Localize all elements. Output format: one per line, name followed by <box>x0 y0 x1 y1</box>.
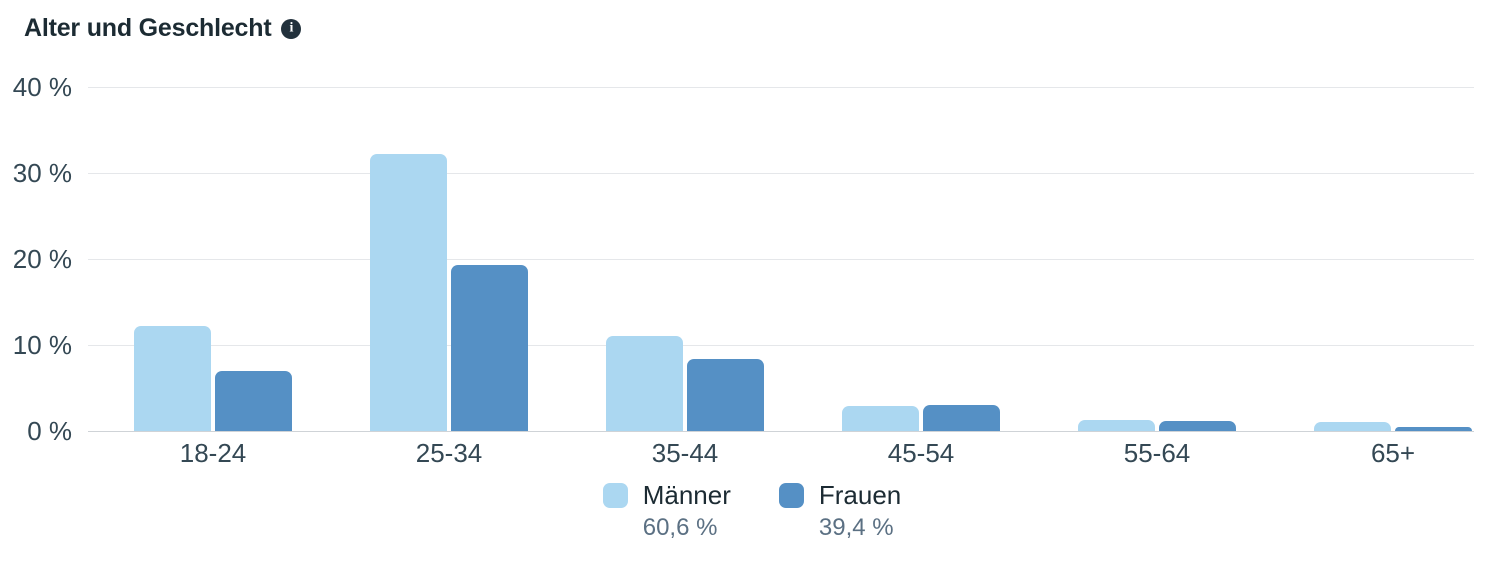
bar-frauen-18-24[interactable] <box>215 371 292 431</box>
legend-label: Männer <box>642 480 731 510</box>
x-tick-18-24: 18-24 <box>179 438 247 468</box>
bar-männer-55-64[interactable] <box>1078 420 1155 431</box>
bar-frauen-35-44[interactable] <box>687 359 764 431</box>
bar-group-18-24 <box>134 0 292 431</box>
bar-group-35-44 <box>606 0 764 431</box>
bar-group-55-64 <box>1078 0 1236 431</box>
legend: Männer 60,6 % Frauen 39,4 % <box>0 482 1504 540</box>
y-tick-0%: 0 % <box>27 416 72 446</box>
x-tick-25-34: 25-34 <box>415 438 483 468</box>
x-tick-45-54: 45-54 <box>887 438 955 468</box>
gridline-30% <box>88 173 1474 174</box>
chart-header: Alter und Geschlecht i <box>24 14 302 43</box>
x-tick-55-64: 55-64 <box>1123 438 1191 468</box>
bar-männer-25-34[interactable] <box>370 154 447 431</box>
legend-swatch-männer <box>602 483 628 508</box>
gridline-10% <box>88 345 1474 346</box>
legend-item-männer: Männer 60,6 % <box>602 480 731 541</box>
y-tick-30%: 30 % <box>12 158 72 188</box>
y-tick-20%: 20 % <box>12 244 72 274</box>
x-tick-35-44: 35-44 <box>651 438 719 468</box>
bar-frauen-45-54[interactable] <box>923 405 1000 431</box>
bar-group-25-34 <box>370 0 528 431</box>
bar-frauen-55-64[interactable] <box>1159 421 1236 431</box>
x-tick-65+: 65+ <box>1370 438 1416 468</box>
x-axis-line <box>88 431 1474 432</box>
legend-percentage: 39,4 % <box>818 514 894 541</box>
info-icon[interactable]: i <box>281 18 302 39</box>
legend-item-frauen: Frauen 39,4 % <box>778 480 902 541</box>
y-tick-40%: 40 % <box>12 72 72 102</box>
bar-group-65+ <box>1314 0 1472 431</box>
legend-swatch-frauen <box>778 483 804 508</box>
bar-männer-18-24[interactable] <box>134 326 211 431</box>
bar-frauen-65+[interactable] <box>1395 427 1472 431</box>
bar-männer-35-44[interactable] <box>606 336 683 431</box>
chart-title: Alter und Geschlecht <box>24 14 272 42</box>
legend-label: Frauen <box>818 480 902 510</box>
bar-männer-65+[interactable] <box>1314 422 1391 431</box>
gridline-20% <box>88 259 1474 260</box>
info-icon-glyph: i <box>289 20 294 35</box>
legend-percentage: 60,6 % <box>642 514 718 541</box>
bar-frauen-25-34[interactable] <box>451 265 528 431</box>
gridline-40% <box>88 87 1474 88</box>
bar-group-45-54 <box>842 0 1000 431</box>
bar-männer-45-54[interactable] <box>842 406 919 431</box>
y-tick-10%: 10 % <box>12 330 72 360</box>
